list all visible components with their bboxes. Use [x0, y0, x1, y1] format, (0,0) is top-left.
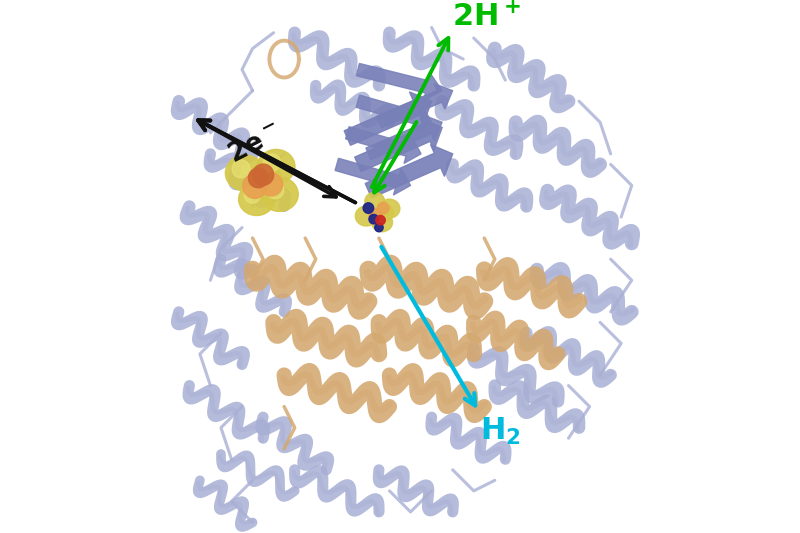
Ellipse shape: [244, 187, 261, 203]
Ellipse shape: [226, 155, 265, 191]
Polygon shape: [346, 127, 421, 164]
Ellipse shape: [365, 192, 385, 210]
Text: $\mathbf{H_2}$: $\mathbf{H_2}$: [479, 416, 521, 447]
Ellipse shape: [376, 215, 386, 225]
Polygon shape: [335, 158, 410, 195]
Ellipse shape: [258, 149, 295, 184]
Polygon shape: [377, 84, 453, 128]
Ellipse shape: [232, 160, 250, 178]
Polygon shape: [366, 115, 442, 160]
Ellipse shape: [374, 223, 383, 232]
Ellipse shape: [372, 213, 393, 232]
Ellipse shape: [369, 214, 378, 224]
Polygon shape: [354, 118, 442, 172]
Ellipse shape: [363, 203, 374, 213]
Polygon shape: [344, 92, 431, 146]
Text: $\mathbf{2e^-}$: $\mathbf{2e^-}$: [225, 120, 286, 168]
Ellipse shape: [266, 182, 284, 199]
Ellipse shape: [375, 204, 394, 221]
Ellipse shape: [248, 168, 268, 188]
Ellipse shape: [260, 173, 282, 196]
Ellipse shape: [378, 203, 389, 214]
Text: $\mathbf{2H^+}$: $\mathbf{2H^+}$: [453, 2, 522, 31]
Ellipse shape: [263, 154, 281, 171]
Ellipse shape: [261, 177, 298, 212]
Polygon shape: [356, 95, 431, 132]
Ellipse shape: [355, 206, 378, 226]
Polygon shape: [366, 144, 453, 198]
Polygon shape: [356, 63, 442, 100]
Ellipse shape: [242, 174, 267, 198]
Ellipse shape: [248, 164, 282, 195]
Ellipse shape: [238, 183, 274, 215]
Ellipse shape: [253, 164, 274, 185]
Ellipse shape: [369, 208, 382, 221]
Ellipse shape: [253, 168, 268, 183]
Ellipse shape: [379, 199, 400, 218]
